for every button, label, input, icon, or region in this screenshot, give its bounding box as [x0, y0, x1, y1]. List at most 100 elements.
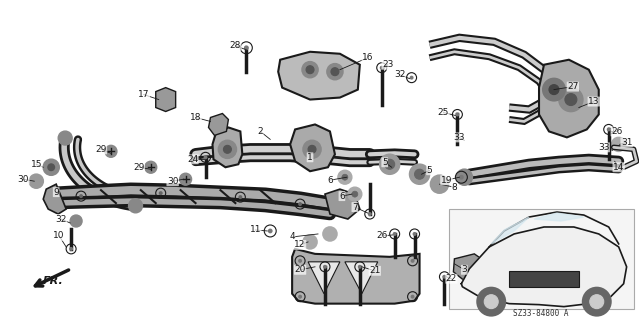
Text: 11: 11: [250, 226, 261, 234]
Text: SZ33-84800 A: SZ33-84800 A: [513, 309, 569, 318]
Circle shape: [456, 113, 460, 116]
Text: 5: 5: [427, 166, 433, 175]
Text: 10: 10: [53, 232, 65, 241]
Circle shape: [352, 191, 358, 197]
Text: 5: 5: [382, 158, 388, 167]
Text: 30: 30: [17, 175, 29, 184]
Circle shape: [612, 137, 626, 151]
Circle shape: [484, 295, 498, 308]
Circle shape: [385, 159, 395, 169]
Circle shape: [411, 259, 415, 263]
Text: 14: 14: [613, 163, 625, 172]
Circle shape: [456, 169, 472, 185]
Circle shape: [565, 93, 577, 106]
Text: 31: 31: [621, 138, 632, 147]
Text: 15: 15: [31, 160, 42, 169]
Circle shape: [303, 140, 321, 158]
Polygon shape: [44, 184, 66, 214]
Circle shape: [298, 259, 302, 263]
Circle shape: [79, 194, 83, 198]
Text: 22: 22: [446, 274, 457, 283]
Circle shape: [306, 66, 314, 74]
Circle shape: [348, 187, 362, 201]
Circle shape: [442, 275, 447, 279]
Text: 21: 21: [369, 266, 380, 275]
Polygon shape: [212, 127, 243, 167]
Circle shape: [477, 288, 505, 315]
Text: 23: 23: [382, 60, 394, 69]
Circle shape: [302, 62, 318, 78]
Text: 13: 13: [588, 97, 600, 106]
Text: 18: 18: [190, 113, 202, 122]
Text: 2: 2: [257, 127, 263, 136]
Polygon shape: [492, 217, 529, 244]
Text: 3: 3: [461, 265, 467, 274]
Circle shape: [145, 161, 157, 173]
Circle shape: [342, 174, 348, 180]
Text: 19: 19: [441, 176, 452, 185]
Circle shape: [431, 175, 449, 193]
Text: 9: 9: [53, 188, 59, 197]
Circle shape: [393, 232, 397, 236]
Circle shape: [180, 173, 191, 185]
Circle shape: [29, 174, 44, 188]
Text: 7: 7: [352, 203, 358, 211]
Text: 32: 32: [56, 214, 67, 224]
Circle shape: [58, 131, 72, 145]
Polygon shape: [453, 254, 484, 281]
Circle shape: [559, 88, 583, 112]
Circle shape: [159, 191, 163, 195]
Text: 24: 24: [187, 155, 198, 164]
Polygon shape: [292, 249, 420, 304]
Text: 1: 1: [307, 153, 313, 162]
Text: 25: 25: [438, 108, 449, 117]
Polygon shape: [156, 88, 175, 112]
Circle shape: [338, 170, 352, 184]
Text: 20: 20: [294, 265, 306, 274]
Text: 26: 26: [611, 127, 622, 136]
Text: 29: 29: [95, 145, 107, 154]
Circle shape: [129, 199, 143, 213]
Circle shape: [323, 265, 327, 269]
Circle shape: [380, 154, 399, 174]
Text: FR.: FR.: [43, 276, 63, 286]
Circle shape: [590, 295, 604, 308]
Circle shape: [218, 140, 236, 158]
Circle shape: [607, 127, 611, 131]
Circle shape: [411, 295, 415, 299]
Text: 6: 6: [339, 192, 345, 201]
Circle shape: [47, 163, 55, 171]
Polygon shape: [290, 124, 335, 171]
Circle shape: [268, 229, 273, 234]
Circle shape: [410, 76, 413, 80]
Circle shape: [204, 155, 207, 159]
Circle shape: [380, 66, 384, 70]
Text: 30: 30: [167, 177, 179, 186]
Polygon shape: [539, 60, 599, 137]
Text: 29: 29: [133, 163, 145, 172]
Polygon shape: [534, 213, 584, 221]
Text: 17: 17: [138, 90, 150, 99]
Circle shape: [223, 145, 232, 153]
Circle shape: [331, 68, 339, 76]
Circle shape: [459, 175, 464, 180]
Text: 12: 12: [294, 241, 306, 249]
Circle shape: [238, 195, 243, 199]
Circle shape: [583, 288, 611, 315]
Circle shape: [410, 164, 429, 184]
Bar: [509, 271, 579, 287]
Bar: [449, 209, 634, 308]
Text: 27: 27: [567, 82, 579, 91]
Text: 26: 26: [376, 232, 387, 241]
Circle shape: [358, 265, 362, 269]
Circle shape: [44, 159, 59, 175]
Polygon shape: [345, 262, 378, 294]
Circle shape: [415, 169, 424, 179]
Circle shape: [105, 145, 117, 157]
Circle shape: [413, 232, 417, 236]
Circle shape: [298, 202, 302, 206]
Circle shape: [303, 235, 317, 249]
Polygon shape: [461, 227, 627, 307]
Circle shape: [70, 215, 82, 227]
Circle shape: [308, 145, 316, 153]
